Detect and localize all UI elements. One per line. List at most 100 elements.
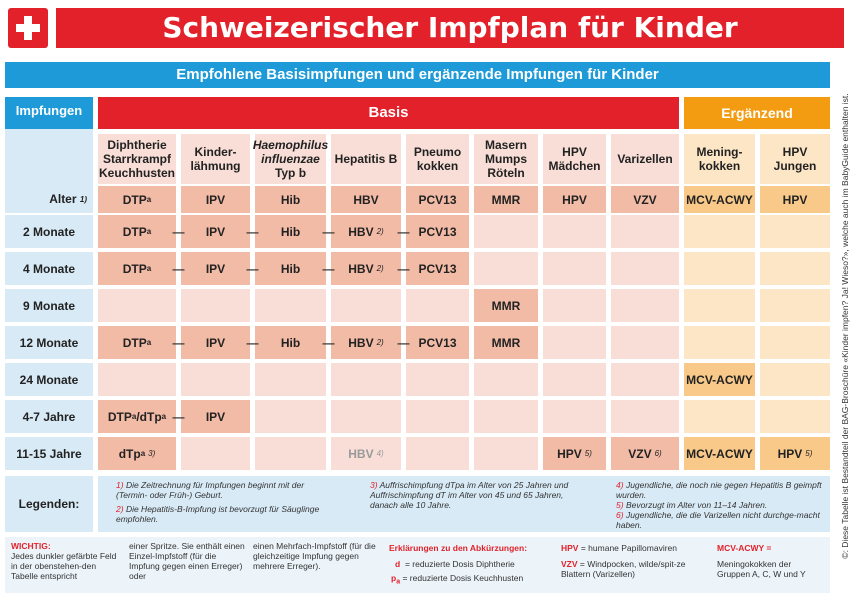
dose-cell: PCV13 — [406, 215, 469, 248]
dose-value: IPV — [205, 409, 226, 424]
vaccine-abbr-cell: HPV — [543, 186, 606, 213]
row-label-text: 9 Monate — [22, 298, 75, 313]
dose-connector-dash: — — [322, 224, 335, 239]
dose-cell — [760, 326, 830, 359]
dose-cell — [543, 400, 606, 433]
vaccine-name-cell: Masern Mumps Röteln — [474, 134, 538, 184]
row-label: 11-15 Jahre — [5, 437, 93, 470]
dose-sub: a — [146, 227, 152, 236]
dose-cell: DTP a — [98, 215, 176, 248]
row-label-text: 24 Monate — [19, 372, 79, 387]
dose-footnote: 4) — [376, 449, 384, 458]
vaccine-name-line: HPV — [782, 145, 808, 159]
dose-alt-sub: a — [161, 412, 167, 421]
vaccine-name-cell: Mening-kokken — [684, 134, 755, 184]
dose-connector-dash: — — [172, 409, 185, 424]
dose-connector: — — [238, 252, 267, 285]
dose-value: PCV13 — [418, 335, 457, 350]
footnote-3: 3) Auffrischimpfung dTpa im Alter von 25… — [370, 480, 569, 510]
dose-cell — [181, 289, 250, 322]
vaccine-name-line: Varizellen — [617, 152, 673, 166]
vaccine-abbr-cell: MCV-ACWY — [684, 186, 755, 213]
dose-cell — [684, 252, 755, 285]
dose-footnote: 2) — [376, 338, 384, 347]
dose-cell: dTp a 3) — [98, 437, 176, 470]
dose-cell — [611, 400, 679, 433]
dose-value: Hib — [280, 224, 301, 239]
abbr-d: d = reduzierte Dosis Diphtherie — [395, 559, 515, 569]
dose-cell — [611, 252, 679, 285]
dose-value: MMR — [491, 335, 521, 350]
dose-cell: VZV 6) — [611, 437, 679, 470]
dose-cell: HBV 2) — [331, 326, 401, 359]
row-label-text: 11-15 Jahre — [16, 446, 82, 461]
dose-sub: a — [146, 264, 152, 273]
vaccine-name-cell: Haemophilus influenzae Typ b — [252, 134, 329, 184]
dose-cell — [255, 400, 326, 433]
dose-cell: MCV-ACWY — [684, 437, 755, 470]
dose-cell: DTP a — [98, 326, 176, 359]
vaccine-abbr-cell: MMR — [474, 186, 538, 213]
dose-cell — [543, 252, 606, 285]
row-label-text: 4-7 Jahre — [22, 409, 76, 424]
vaccine-name-line: HPV — [562, 145, 587, 159]
dose-cell: IPV — [181, 252, 250, 285]
vaccine-abbr: MMR — [491, 192, 521, 207]
side-note: ©: Diese Tabelle ist Bestandteil der BAG… — [838, 70, 852, 582]
dose-value: DTP — [122, 335, 147, 350]
dose-cell — [331, 400, 401, 433]
page-title: Schweizerischer Impfplan für Kinder — [56, 8, 844, 48]
vaccine-name-line: Starrkrampf — [102, 152, 172, 166]
row-label: 4-7 Jahre — [5, 400, 93, 433]
page-subtitle: Empfohlene Basisimpfungen und ergänzende… — [5, 62, 830, 88]
vaccine-abbr: HBV — [353, 192, 379, 207]
dose-connector-dash: — — [322, 261, 335, 276]
dose-cell — [474, 437, 538, 470]
alter-label-text: Alter — [49, 192, 77, 206]
row-label-text: 12 Monate — [19, 335, 79, 350]
dose-connector: — — [164, 326, 193, 359]
vaccine-abbr-cell: IPV — [181, 186, 250, 213]
vaccine-abbr-cell: HBV — [331, 186, 401, 213]
dose-connector: — — [389, 326, 418, 359]
dose-cell — [684, 326, 755, 359]
dose-cell — [611, 289, 679, 322]
dose-connector: — — [389, 215, 418, 248]
vaccine-name-line: Röteln — [487, 166, 525, 180]
vaccine-name-line: Mumps — [485, 152, 527, 166]
footnote-5: 5) Bevorzugt im Alter von 11–14 Jahren. — [616, 500, 768, 510]
vaccine-name-cell: Kinder-lähmung — [181, 134, 250, 184]
dose-cell — [543, 363, 606, 396]
dose-alt: /dTp — [136, 409, 162, 424]
footnote-1: 1) Die Zeitrechnung für Impfungen beginn… — [116, 480, 305, 500]
dose-footnote: 6) — [654, 449, 662, 458]
dose-connector: — — [389, 252, 418, 285]
dose-cell — [543, 326, 606, 359]
basis-header: Basis — [98, 97, 679, 129]
dose-cell — [760, 215, 830, 248]
alter-footnote: 1) — [79, 194, 87, 204]
dose-cell: HPV 5) — [760, 437, 830, 470]
dose-connector-dash: — — [246, 335, 259, 350]
abbr-vzv: VZV = Windpocken, wilde/spit-ze Blattern… — [561, 559, 686, 579]
vaccine-abbr: HPV — [782, 192, 808, 207]
dose-cell: IPV — [181, 215, 250, 248]
dose-value: HBV — [348, 224, 374, 239]
row-label: 2 Monate — [5, 215, 93, 248]
dose-cell — [255, 437, 326, 470]
abbr-hpv: HPV = humane Papillomaviren — [561, 543, 678, 553]
dose-cell: MMR — [474, 289, 538, 322]
wichtig-text-3: einen Mehrfach-Impfstoff (für die gleich… — [253, 541, 376, 571]
dose-value: MMR — [491, 298, 521, 313]
dose-cell — [406, 437, 469, 470]
dose-cell — [543, 289, 606, 322]
dose-footnote: 2) — [376, 264, 384, 273]
dose-cell: MMR — [474, 326, 538, 359]
abbr-pa: pa = reduzierte Dosis Keuchhusten — [391, 573, 524, 586]
dose-cell: PCV13 — [406, 252, 469, 285]
abbr-mcv-text: Meningokokken der Gruppen A, C, W und Y — [717, 559, 806, 579]
dose-cell — [543, 215, 606, 248]
dose-connector-dash: — — [397, 224, 410, 239]
vaccine-name-line: Haemophilus — [252, 138, 329, 152]
vaccine-abbr: HPV — [562, 192, 587, 207]
